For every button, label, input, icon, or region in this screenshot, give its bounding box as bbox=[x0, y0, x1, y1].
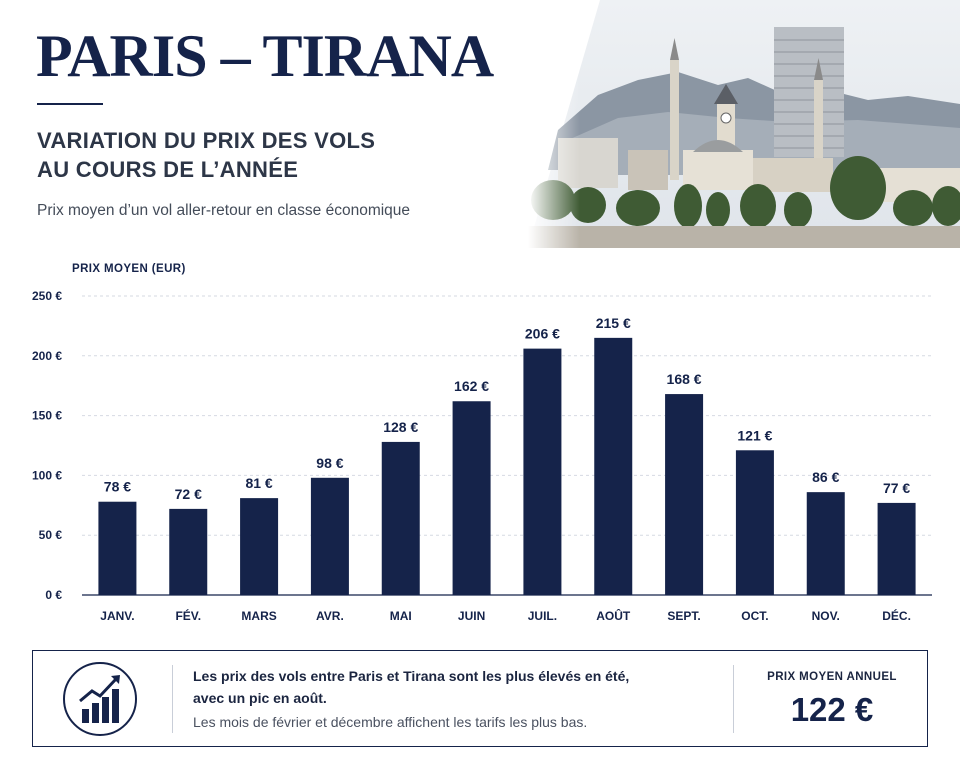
price-bar-chart: 0 € 50 € 100 € 150 € 200 € 250 € 78 € 72 € 81 €… bbox=[32, 289, 932, 623]
data-label: 78 € bbox=[104, 479, 131, 495]
bar bbox=[169, 508, 208, 595]
x-tick-label: JANV. bbox=[100, 609, 134, 623]
data-label: 162 € bbox=[454, 378, 489, 394]
summary-line-2: avec un pic en août. bbox=[193, 690, 327, 706]
divider bbox=[733, 665, 734, 733]
x-tick-label: JUIL. bbox=[528, 609, 557, 623]
bar-chart-trend-icon bbox=[63, 662, 137, 736]
bar bbox=[877, 502, 916, 595]
y-tick-label: 200 € bbox=[32, 349, 62, 363]
bar bbox=[523, 348, 562, 595]
y-tick-label: 50 € bbox=[39, 528, 63, 542]
chart-description: Prix moyen d’un vol aller-retour en clas… bbox=[37, 202, 411, 219]
bar bbox=[240, 498, 279, 595]
summary-line-3: Les mois de février et décembre affichen… bbox=[193, 714, 588, 730]
tirana-skyline-photo bbox=[528, 0, 960, 248]
data-label: 128 € bbox=[383, 419, 418, 435]
grid-lines bbox=[82, 295, 932, 596]
summary-box: Les prix des vols entre Paris et Tirana … bbox=[32, 650, 928, 747]
x-tick-label: NOV. bbox=[812, 609, 840, 623]
y-tick-label: 150 € bbox=[32, 409, 62, 423]
x-tick-label: OCT. bbox=[741, 609, 768, 623]
x-tick-label: AOÛT bbox=[596, 608, 631, 623]
bar bbox=[594, 337, 633, 595]
x-tick-label: AVR. bbox=[316, 609, 344, 623]
summary-line-1: Les prix des vols entre Paris et Tirana … bbox=[193, 668, 630, 684]
data-label: 77 € bbox=[883, 480, 910, 496]
annual-average-value: 122 € bbox=[790, 691, 874, 728]
x-tick-label: DÉC. bbox=[882, 608, 911, 623]
x-tick-labels: JANV. FÉV. MARS AVR. MAI JUIN JUIL. AOÛT SEPT. OC… bbox=[100, 608, 911, 623]
y-axis-label: PRIX MOYEN (EUR) bbox=[72, 263, 186, 275]
data-label: 168 € bbox=[667, 371, 702, 387]
data-label: 86 € bbox=[812, 469, 839, 485]
subtitle-line-1: VARIATION DU PRIX DES VOLS bbox=[37, 128, 376, 153]
x-tick-label: JUIN bbox=[458, 609, 485, 623]
chart-subtitle: VARIATION DU PRIX DES VOLS AU COURS DE L… bbox=[37, 126, 477, 184]
bar bbox=[452, 401, 491, 595]
y-tick-label: 100 € bbox=[32, 468, 62, 482]
bar bbox=[310, 477, 349, 595]
value-labels: 78 € 72 € 81 € 98 € 128 € 162 € 206 € 215 € 168 … bbox=[104, 315, 911, 502]
data-label: 215 € bbox=[596, 315, 631, 331]
data-label: 81 € bbox=[245, 475, 272, 491]
bars bbox=[98, 337, 916, 595]
data-label: 206 € bbox=[525, 326, 560, 342]
bar bbox=[381, 441, 420, 595]
x-tick-label: MARS bbox=[241, 609, 276, 623]
y-tick-label: 250 € bbox=[32, 289, 62, 303]
bar bbox=[735, 450, 774, 595]
data-label: 98 € bbox=[316, 455, 343, 471]
y-tick-labels: 0 € 50 € 100 € 150 € 200 € 250 € bbox=[32, 289, 62, 602]
bar bbox=[98, 501, 137, 595]
x-tick-label: SEPT. bbox=[667, 609, 700, 623]
divider bbox=[172, 665, 173, 733]
data-label: 121 € bbox=[737, 427, 772, 443]
subtitle-line-2: AU COURS DE L’ANNÉE bbox=[37, 157, 299, 182]
x-tick-label: MAI bbox=[390, 609, 412, 623]
x-tick-label: FÉV. bbox=[175, 608, 201, 623]
y-tick-label: 0 € bbox=[45, 588, 62, 602]
summary-text: Les prix des vols entre Paris et Tirana … bbox=[193, 665, 713, 733]
title-underline bbox=[37, 103, 103, 105]
page-title: PARIS – TIRANA bbox=[36, 23, 494, 89]
data-label: 72 € bbox=[175, 486, 202, 502]
bar bbox=[806, 492, 845, 595]
annual-average-label: PRIX MOYEN ANNUEL bbox=[767, 671, 897, 683]
bar bbox=[665, 394, 704, 595]
